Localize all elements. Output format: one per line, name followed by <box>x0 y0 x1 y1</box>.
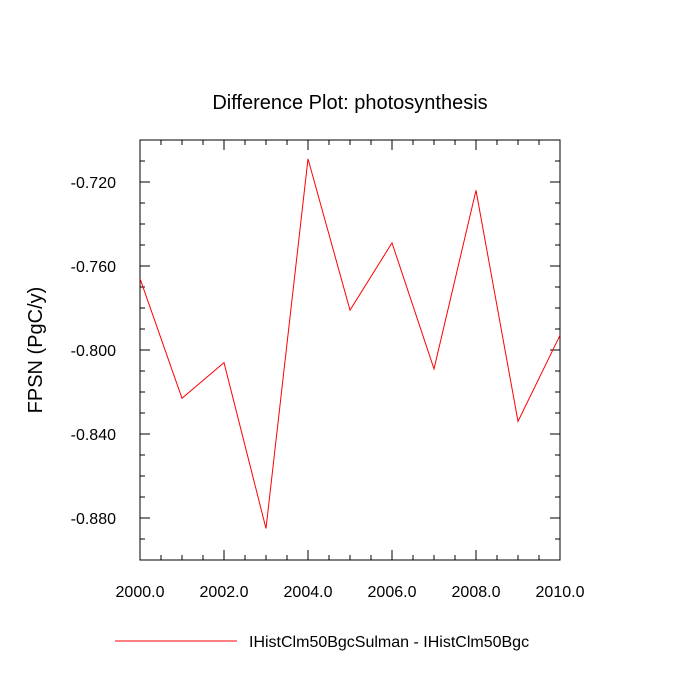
y-axis-label: FPSN (PgC/y) <box>25 287 47 414</box>
y-tick-label: -0.840 <box>71 427 116 444</box>
chart-title: Difference Plot: photosynthesis <box>212 92 487 114</box>
legend: IHistClm50BgcSulman - IHistClm50Bgc <box>115 634 529 651</box>
legend-label: IHistClm50BgcSulman - IHistClm50Bgc <box>249 634 529 651</box>
x-tick-label: 2010.0 <box>536 584 585 601</box>
y-tick-label: -0.800 <box>71 343 116 360</box>
y-tick-label: -0.760 <box>71 259 116 276</box>
x-tick-label: 2000.0 <box>116 584 165 601</box>
x-tick-label: 2002.0 <box>200 584 249 601</box>
series-lines <box>139 158 561 529</box>
y-tick-label: -0.720 <box>71 175 116 192</box>
y-tick-label: -0.880 <box>71 511 116 528</box>
x-tick-label: 2008.0 <box>452 584 501 601</box>
x-tick-label: 2004.0 <box>284 584 333 601</box>
x-tick-label: 2006.0 <box>368 584 417 601</box>
axes: 2000.0 2002.0 2004.0 2006.0 2008.0 2010.0 -0.7… <box>71 139 585 601</box>
series-line <box>139 158 561 529</box>
